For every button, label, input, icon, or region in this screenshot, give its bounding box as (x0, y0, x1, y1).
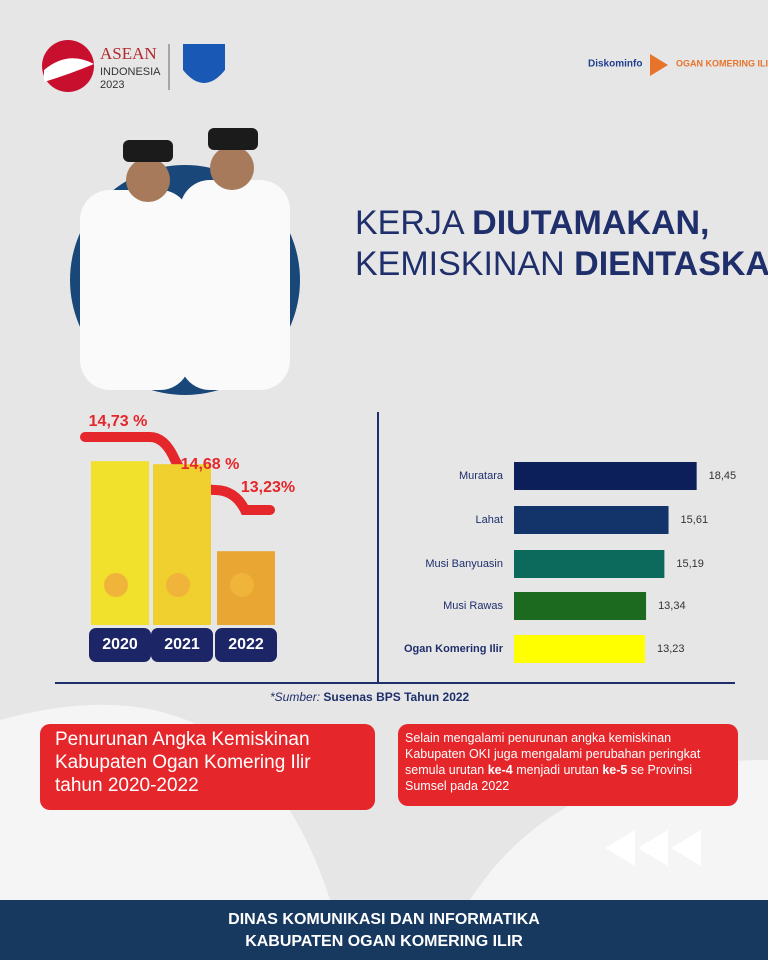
hbar-chart: Muratara 18,45 Lahat 15,61 Musi Banyuasin 15,… (404, 462, 736, 663)
source-text: Susenas BPS Tahun 2022 (323, 690, 469, 704)
source: *Sumber: Susenas BPS Tahun 2022 (270, 690, 470, 704)
text: Selain mengalami penurunan angka kemiski… (405, 731, 701, 777)
value-label: 15,61 (681, 514, 709, 526)
emblem (183, 44, 225, 83)
arrows (605, 830, 701, 866)
logo-mark (650, 54, 668, 76)
year-box (151, 628, 213, 662)
bar (514, 462, 697, 490)
year-label: 2021 (164, 636, 200, 653)
category-label: Muratara (459, 470, 504, 482)
logo-text: INDONESIA (100, 66, 161, 78)
source-label: *Sumber: (270, 690, 320, 704)
year-box (89, 628, 151, 662)
category-label: Musi Banyuasin (425, 558, 503, 570)
figure (104, 573, 128, 597)
footer-text: DINAS KOMUNIKASI DAN INFORMATIKA (228, 911, 540, 928)
headline: KEMISKINAN DIENTASKAN (355, 245, 768, 283)
headline-bold: DIUTAMAKAN, (472, 204, 709, 242)
value-label: 14,73 % (89, 413, 148, 430)
value-label: 13,34 (658, 600, 686, 612)
logo-text: ASEAN (100, 44, 157, 63)
bar (514, 506, 669, 534)
bar (91, 461, 149, 625)
value-label: 14,68 % (181, 456, 240, 473)
bar (514, 592, 647, 620)
logo-mark (44, 58, 94, 82)
logo-text: OGAN KOMERING ILIR (676, 58, 768, 68)
value-label: 18,45 (709, 470, 737, 482)
text-bold: ke-5 (602, 763, 628, 777)
text-bold: ke-4 (487, 763, 513, 777)
year-box (215, 628, 277, 662)
footer-text: KABUPATEN OGAN KOMERING ILIR (245, 933, 523, 950)
text: menjadi urutan (512, 763, 603, 777)
footer-bg (0, 900, 768, 960)
headline-light: KERJA (355, 204, 465, 242)
photo (80, 128, 290, 390)
bar (514, 550, 665, 578)
headline: KERJA DIUTAMAKAN, (355, 204, 710, 242)
bar (514, 635, 645, 663)
bar-chart: 2020 14,73 % 2021 14,68 % 2022 13,23% (89, 413, 295, 662)
figure (166, 573, 190, 597)
value-label: 15,19 (676, 558, 704, 570)
logo-text: Diskominfo (588, 59, 642, 70)
bar (153, 464, 211, 625)
category-label: Lahat (475, 514, 503, 526)
logo-text: 2023 (100, 79, 124, 91)
category-label: Ogan Komering Ilir (404, 643, 504, 655)
value-label: 13,23% (241, 479, 295, 496)
year-label: 2022 (228, 636, 264, 653)
box-left: Penurunan Angka Kemiskinan Kabupaten Oga… (40, 724, 375, 810)
category-label: Musi Rawas (443, 600, 503, 612)
value-label: 13,23 (657, 643, 685, 655)
figure (230, 573, 254, 597)
headline-light: KEMISKINAN (355, 245, 565, 283)
headline-bold: DIENTASKAN (574, 245, 768, 283)
box-right: Selain mengalami penurunan angka kemiski… (398, 724, 738, 806)
text: se Provinsi Sumsel pada 2022 (405, 763, 692, 793)
year-label: 2020 (102, 636, 138, 653)
